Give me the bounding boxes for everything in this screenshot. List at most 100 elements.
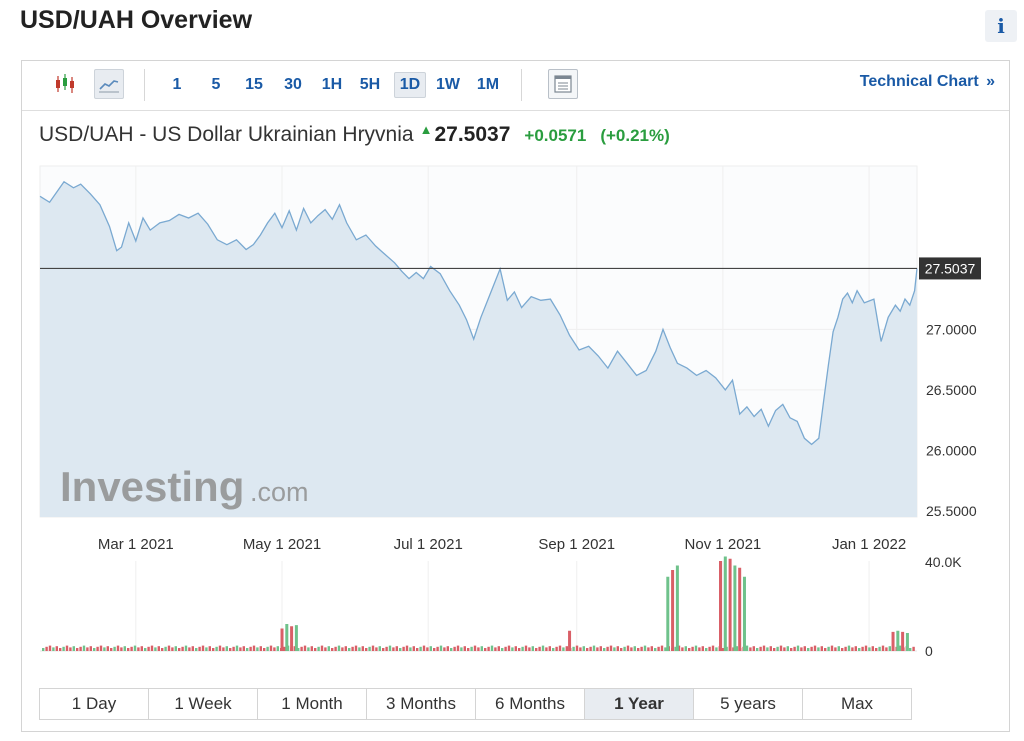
volume-bar [290,626,294,651]
volume-bar [388,645,392,651]
volume-bar [259,646,262,651]
volume-bar [898,645,902,651]
technical-chart-link[interactable]: Technical Chart » [860,73,995,91]
double-chevron-right-icon: » [986,73,995,90]
volume-bar [412,646,415,651]
volume-bar [395,646,398,651]
timeframe-30[interactable]: 30 [284,76,302,93]
volume-bar [249,646,252,651]
volume-bar [467,648,470,651]
volume-bar [589,646,592,651]
volume-bar [294,625,298,651]
volume-bar [188,647,191,651]
volume-bar [195,648,198,651]
volume-bar [677,645,681,651]
toolbar-divider [22,110,1009,111]
range-3-months[interactable]: 3 Months [367,689,476,719]
volume-bar [871,646,874,651]
volume-bar [654,648,657,651]
range-1-week[interactable]: 1 Week [149,689,258,719]
volume-bar [733,565,737,651]
x-tick-label: Nov 1 2021 [685,536,762,553]
volume-bar [538,646,541,651]
toolbar-separator [144,69,145,101]
range-5-years[interactable]: 5 years [694,689,803,719]
volume-bar [660,645,664,651]
volume-bar [215,646,218,651]
volume-bar [752,646,755,651]
timeframe-1h[interactable]: 1H [321,76,343,93]
line-chart-icon[interactable] [94,69,124,99]
volume-bar [759,646,762,651]
timeframe-1d[interactable]: 1D [394,72,426,98]
volume-bar [701,646,704,651]
volume-bar [487,646,490,651]
volume-bar [745,645,749,651]
range-max[interactable]: Max [840,694,874,713]
volume-bar [310,646,313,651]
timeframe-15[interactable]: 15 [245,76,263,93]
volume-bar [307,647,310,651]
volume-bar [181,646,184,651]
timeframe-1w[interactable]: 1W [436,76,460,93]
volume-bar [847,645,851,651]
volume-bar [252,645,256,651]
table-icon[interactable] [548,69,578,99]
volume-bar [59,648,62,651]
volume-bar [229,648,232,651]
volume-bar [385,646,388,651]
volume-bar [813,645,817,651]
timeframe-1[interactable]: 1 [172,76,182,93]
volume-bar [643,645,647,651]
range-1-year[interactable]: 1 Year [585,689,694,719]
volume-bar [42,648,45,651]
volume-bar [72,646,75,651]
investing-watermark: Investing [60,463,244,510]
timeframe-1m[interactable]: 1M [476,76,500,93]
volume-bar [793,646,796,651]
volume-bar [300,646,303,651]
volume-bar [205,647,208,651]
volume-bar [320,645,324,651]
volume-bar [909,648,912,651]
volume-bar [541,645,545,651]
up-arrow-icon: ▲ [419,122,433,137]
volume-bar [239,647,242,651]
volume-bar [191,646,194,651]
range-1-day[interactable]: 1 Day [40,689,149,719]
volume-max-label: 40.0K [925,554,962,570]
volume-bar [144,648,147,651]
volume-bar [851,647,854,651]
volume-bar [361,646,364,651]
volume-bar [341,647,344,651]
volume-bar [773,648,776,651]
range-6-months[interactable]: 6 Months [476,689,585,719]
timeframe-5[interactable]: 5 [211,76,221,93]
volume-bar [358,647,361,651]
y-tick-label: 26.5000 [926,382,977,398]
volume-bar [582,646,585,651]
volume-bar [171,647,174,651]
volume-bar [235,645,239,651]
volume-bar [450,648,453,651]
candlestick-icon[interactable] [50,69,80,99]
volume-bar [681,647,684,651]
info-button[interactable]: i [985,10,1017,42]
volume-bar [490,645,494,651]
chart-panel: 1 5 15 30 1H 5H 1D 1W 1M Technical Chart… [21,60,1010,732]
range-1-month[interactable]: 1 Month [258,689,367,719]
volume-bar [150,645,154,651]
price-chart[interactable]: Investing .com 27.5037 27.0000 26.5000 26.000… [22,61,1009,681]
volume-bar [79,646,82,651]
volume-bar [55,646,58,651]
volume-bar [552,648,555,651]
volume-bar [675,565,679,651]
volume-bar [334,646,337,651]
timeframe-5h[interactable]: 5H [359,76,381,93]
price-line [39,180,918,446]
volume-bar [232,646,235,651]
volume-bar [824,648,827,651]
volume-bar [817,647,820,651]
volume-bar [711,645,715,651]
instrument-name: USD/UAH - US Dollar Ukrainian Hryvnia [39,123,414,146]
